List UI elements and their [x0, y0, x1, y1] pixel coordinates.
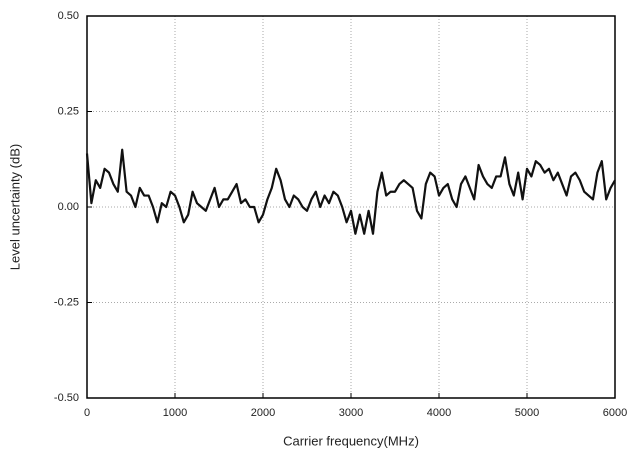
- x-axis-title: Carrier frequency(MHz): [283, 433, 419, 448]
- y-tick-label: 0.00: [58, 201, 79, 213]
- x-tick-label: 6000: [603, 407, 627, 419]
- y-tick-label: 0.25: [58, 105, 79, 117]
- x-tick-label: 3000: [339, 407, 363, 419]
- y-tick-label: -0.50: [54, 392, 79, 404]
- x-tick-label: 4000: [427, 407, 451, 419]
- x-tick-label: 1000: [163, 407, 187, 419]
- x-tick-label: 5000: [515, 407, 539, 419]
- y-tick-label: -0.25: [54, 296, 79, 308]
- data-line: [85, 148, 616, 235]
- plot-frame: [86, 15, 616, 399]
- y-tick-label: 0.50: [58, 10, 79, 22]
- y-axis-title: Level uncertainty (dB): [7, 144, 22, 270]
- x-tick-label: 0: [84, 407, 90, 419]
- x-tick-label: 2000: [251, 407, 275, 419]
